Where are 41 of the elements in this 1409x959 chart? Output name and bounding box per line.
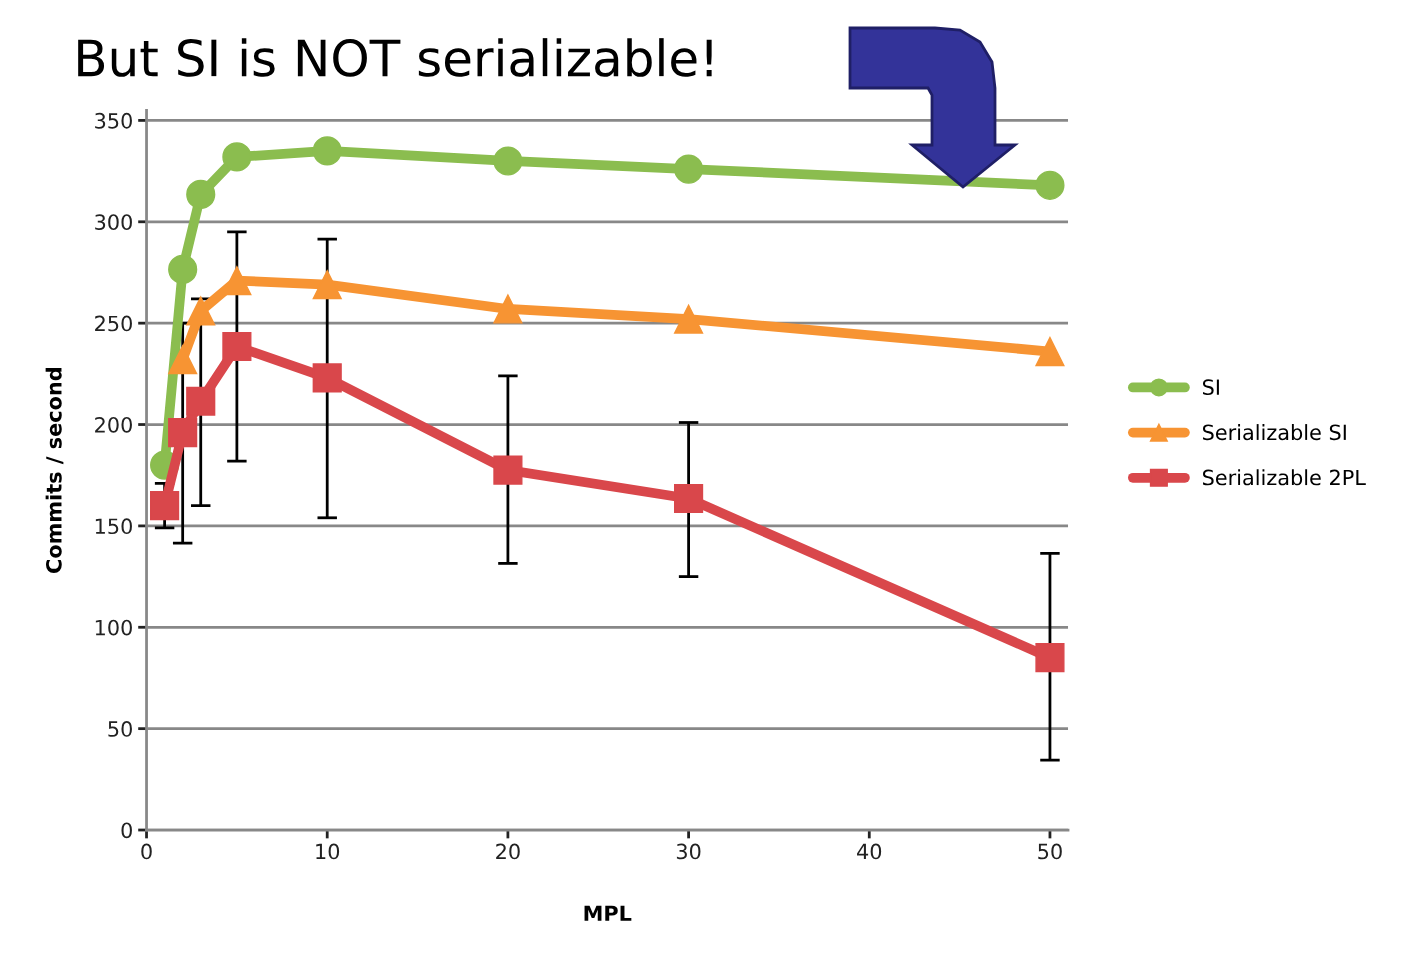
x-tick-label: 30 [676, 843, 701, 860]
x-tick-label: 0 [141, 843, 152, 860]
point [674, 483, 704, 514]
y-tick-label: 150 [95, 518, 132, 535]
point [168, 345, 198, 375]
point [1035, 170, 1065, 200]
legend-label: Serializable SI [1202, 424, 1346, 441]
point [312, 136, 342, 166]
y-tick-label: 300 [95, 214, 132, 230]
y-tick-label: 200 [95, 416, 132, 433]
point [186, 179, 216, 210]
x-axis-title: MPL [584, 905, 632, 921]
point [493, 294, 523, 324]
x-tick-label: 10 [316, 843, 340, 860]
y-tick-label: 350 [95, 112, 132, 129]
point [222, 142, 252, 172]
x-tick-label: 20 [496, 843, 520, 860]
point [168, 254, 198, 285]
legend-label: SI [1202, 379, 1219, 396]
chart-title: But SI is NOT serializable! [78, 38, 712, 77]
point [186, 296, 216, 326]
y-tick-label: 50 [108, 721, 132, 737]
point [674, 154, 704, 184]
x-tick-label: 50 [1038, 843, 1062, 860]
y-tick-label: 100 [95, 619, 132, 636]
point [186, 386, 216, 416]
point [312, 270, 342, 300]
point [493, 146, 523, 176]
point [150, 491, 180, 521]
point [312, 363, 342, 393]
legend-label: Serializable 2PL [1202, 469, 1366, 486]
y-tick-label: 250 [95, 315, 132, 332]
y-tick-label: 0 [121, 822, 132, 839]
point [674, 304, 704, 334]
point [493, 455, 523, 485]
point [222, 331, 252, 362]
point [168, 418, 198, 448]
y-axis-title: Commits / second [45, 368, 64, 573]
point [1035, 336, 1065, 367]
point [1035, 643, 1065, 673]
x-tick-label: 40 [857, 843, 882, 860]
